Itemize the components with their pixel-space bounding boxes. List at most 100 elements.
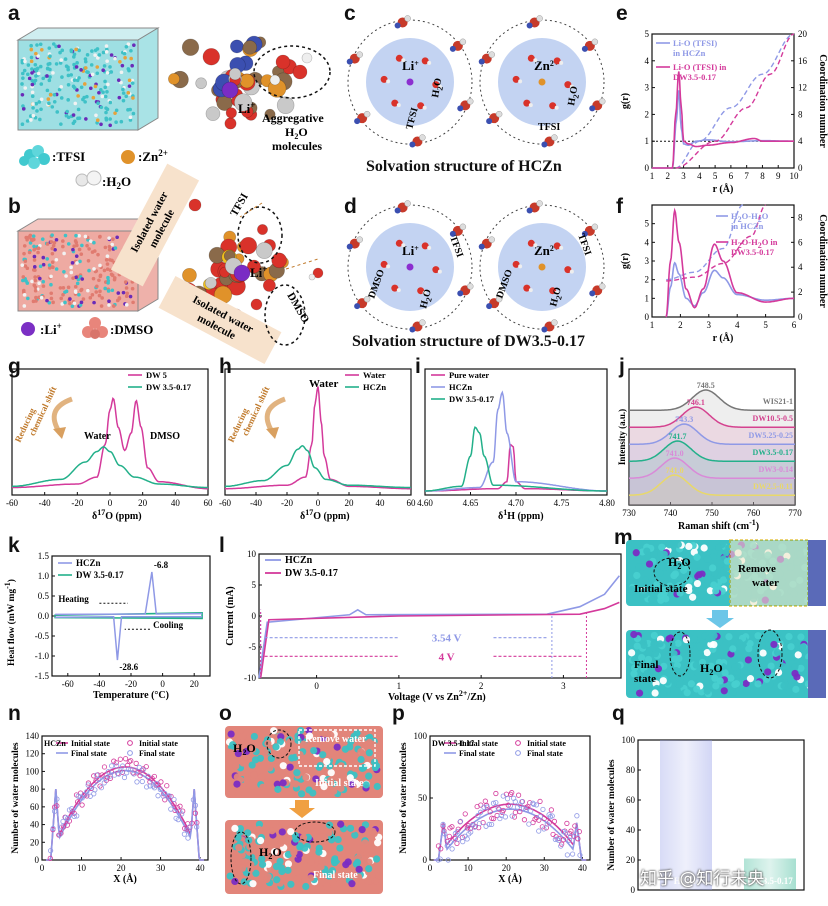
inner-atom xyxy=(549,287,557,295)
inner-atom xyxy=(553,242,561,250)
md-particle xyxy=(797,689,805,697)
panel-label: c xyxy=(344,2,356,25)
md-particle xyxy=(703,649,711,657)
md-particle xyxy=(235,789,243,798)
box-particle xyxy=(21,76,25,80)
atom xyxy=(195,77,207,90)
x-tick-label: 9 xyxy=(776,171,781,181)
box-particle xyxy=(114,108,119,113)
legend-label: HCZn xyxy=(449,382,472,392)
box-particle xyxy=(53,247,57,252)
data-point-initial xyxy=(551,818,557,824)
atom xyxy=(262,278,276,292)
final-state-label: state xyxy=(634,673,656,685)
panel-g: g -60 -40 -20 0 20 40 60 DW 5 DW 3.5-0.17 δ17O (p… xyxy=(0,355,215,540)
data-point-final xyxy=(94,772,100,778)
data-point-initial xyxy=(576,829,582,835)
box-particle xyxy=(72,244,76,248)
box-particle xyxy=(68,297,72,301)
inner-atom xyxy=(559,245,564,250)
atom xyxy=(250,298,263,311)
data-point-initial xyxy=(491,816,497,822)
md-particle xyxy=(249,880,257,888)
legend-label: HCZn xyxy=(76,558,101,568)
box-particle xyxy=(61,285,66,290)
box-particle xyxy=(38,64,43,69)
box-particle xyxy=(54,257,59,262)
box-particle xyxy=(63,233,68,238)
x-axis-label: r (Å) xyxy=(713,332,734,344)
ligand-atom xyxy=(346,58,353,65)
box-particle xyxy=(35,43,39,47)
md-particle xyxy=(715,543,723,552)
data-point-initial xyxy=(541,815,547,822)
data-point-initial xyxy=(543,825,549,831)
data-point-initial xyxy=(462,811,468,817)
box-particle xyxy=(30,238,34,243)
data-point-final xyxy=(489,821,495,828)
box-particle xyxy=(32,265,37,269)
box-particle xyxy=(105,70,110,75)
series-label: WIS21-1 xyxy=(763,397,793,406)
box-particle xyxy=(58,286,63,290)
inner-atom xyxy=(512,260,520,268)
md-particle xyxy=(250,771,258,779)
md-particle xyxy=(266,764,274,772)
bar-hczn xyxy=(660,740,712,890)
box-particle xyxy=(52,99,57,104)
series-line xyxy=(628,474,795,496)
box-particle xyxy=(50,251,55,256)
ligand-label: H2O xyxy=(548,286,566,308)
box-particle xyxy=(96,118,100,123)
data-point-final xyxy=(556,837,562,843)
box-particle xyxy=(107,236,111,240)
data-point-final xyxy=(92,787,98,793)
box-particle xyxy=(54,237,59,242)
md-particle xyxy=(785,633,793,641)
data-point-final xyxy=(477,809,484,815)
box-particle xyxy=(71,113,76,117)
md-particle xyxy=(274,785,282,793)
y-tick-label: -10 xyxy=(244,673,256,683)
data-point-final xyxy=(460,839,466,845)
inner-atom xyxy=(528,103,533,108)
md-particle xyxy=(239,759,247,767)
box-particle xyxy=(66,242,71,246)
ligand-atom xyxy=(581,45,588,52)
x-tick-label: 40 xyxy=(196,863,206,873)
y2-tick-label: 8 xyxy=(798,109,803,119)
box-particle xyxy=(32,254,37,259)
box-particle xyxy=(73,284,78,289)
ligand-label: H2O xyxy=(430,77,446,99)
data-point-final xyxy=(121,774,128,781)
box-particle xyxy=(124,94,128,99)
central-ion-label: Li+ xyxy=(402,58,419,73)
box-particle xyxy=(51,243,56,248)
box-particle xyxy=(126,42,131,46)
md-particle xyxy=(261,748,269,756)
md-particle xyxy=(354,885,363,893)
inner-atom xyxy=(417,102,425,110)
svg-text::Li+: :Li+ xyxy=(40,321,62,337)
box-particle xyxy=(54,44,58,49)
box-particle xyxy=(90,49,94,53)
box-particle xyxy=(75,261,79,265)
md-particle xyxy=(305,760,313,768)
box-particle xyxy=(25,119,30,123)
x-tick-label: 0 xyxy=(160,679,165,689)
y2-tick-label: 20 xyxy=(798,29,808,39)
md-particle xyxy=(630,670,638,678)
data-point-initial xyxy=(54,803,60,809)
atom xyxy=(301,52,313,64)
md-particle xyxy=(700,544,708,552)
data-point-initial xyxy=(93,778,99,784)
x-tick-label: 730 xyxy=(622,508,636,518)
box-particle xyxy=(41,284,46,288)
inner-atom xyxy=(569,269,574,274)
md-particle xyxy=(317,863,325,871)
md-particle xyxy=(264,860,272,868)
md-particle xyxy=(305,727,313,735)
y-tick-label: 20 xyxy=(30,837,40,847)
box-particle xyxy=(103,245,108,250)
